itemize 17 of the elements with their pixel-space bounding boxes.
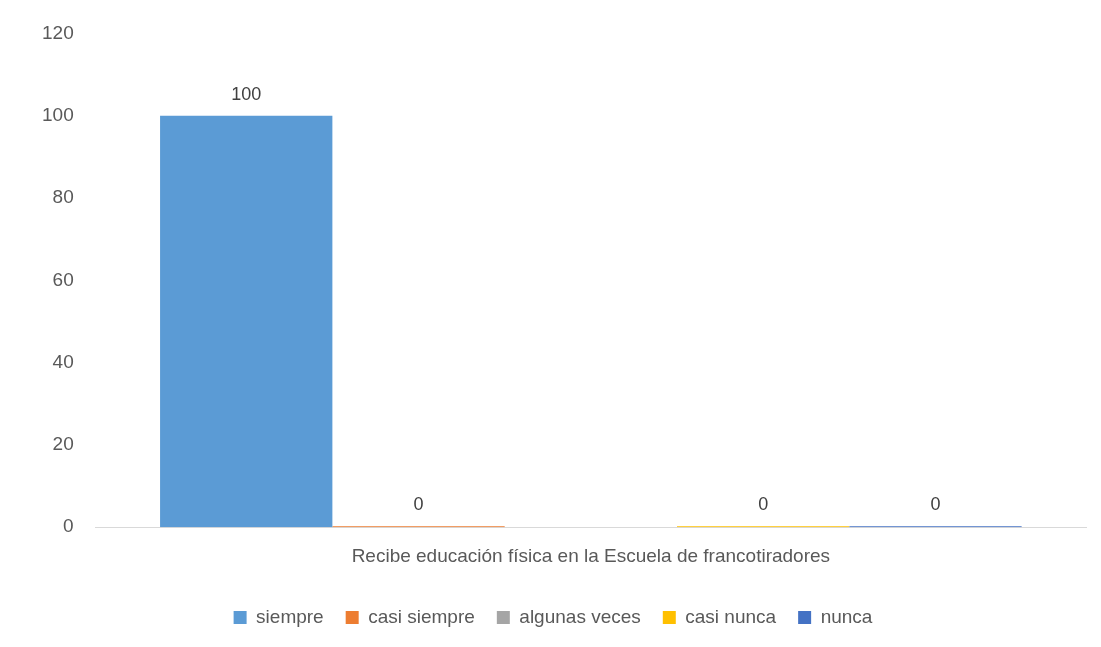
- legend-label: casi nunca: [685, 605, 777, 627]
- legend-label: siempre: [256, 605, 324, 627]
- legend-label: algunas veces: [519, 605, 641, 627]
- y-tick-label: 100: [42, 103, 74, 125]
- y-tick-label: 120: [42, 21, 74, 43]
- data-label: 0: [413, 494, 424, 515]
- legend-label: casi siempre: [368, 605, 475, 627]
- y-tick-label: 20: [52, 433, 74, 455]
- legend-label: nunca: [820, 605, 873, 627]
- data-label: 0: [758, 494, 769, 515]
- y-tick-label: 0: [63, 515, 74, 537]
- y-tick-label: 40: [52, 350, 74, 372]
- y-tick-label: 80: [52, 186, 74, 208]
- data-label: 100: [231, 83, 262, 104]
- y-tick-label: 60: [52, 268, 74, 290]
- x-tick-label: Recibe educación física en la Escuela de francotiradores: [351, 544, 831, 566]
- data-label: 0: [930, 494, 941, 515]
